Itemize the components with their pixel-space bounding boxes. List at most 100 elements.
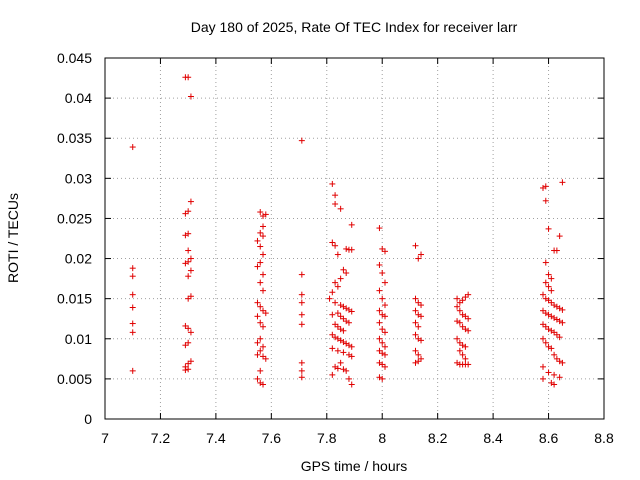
data-point	[348, 246, 355, 253]
data-point	[462, 355, 469, 362]
x-tick-label: 7.8	[317, 430, 337, 446]
data-point	[340, 327, 347, 334]
data-point	[415, 351, 422, 358]
data-point	[381, 279, 388, 286]
x-axis-label: GPS time / hours	[301, 458, 408, 474]
data-point	[182, 342, 189, 349]
data-point	[298, 311, 305, 318]
data-point	[187, 198, 194, 205]
data-point	[379, 295, 386, 302]
data-point	[348, 381, 355, 388]
data-point	[129, 265, 136, 272]
x-tick-label: 7	[101, 430, 109, 446]
data-point	[559, 319, 566, 326]
data-point	[545, 369, 552, 376]
data-point	[418, 337, 425, 344]
data-point	[465, 315, 472, 322]
data-point	[542, 339, 549, 346]
y-tick-label: 0.045	[57, 50, 92, 66]
data-point	[337, 359, 344, 366]
y-axis-label: ROTI / TECUs	[5, 193, 21, 283]
data-point	[254, 351, 261, 358]
data-point	[340, 266, 347, 273]
data-point	[329, 371, 336, 378]
data-point	[260, 251, 267, 258]
data-point	[381, 248, 388, 255]
data-point	[412, 295, 419, 302]
x-tick-label: 7.6	[262, 430, 282, 446]
data-point	[454, 295, 461, 302]
data-point	[332, 192, 339, 199]
y-tick-label: 0	[84, 411, 92, 427]
data-point	[348, 343, 355, 350]
data-points	[129, 74, 566, 388]
data-point	[456, 347, 463, 354]
data-point	[376, 307, 383, 314]
data-point	[454, 303, 461, 310]
y-tick-label: 0.005	[57, 371, 92, 387]
data-point	[381, 363, 388, 370]
data-point	[182, 210, 189, 217]
data-point	[185, 295, 192, 302]
data-point	[257, 243, 264, 250]
data-point	[548, 287, 555, 294]
data-point	[376, 287, 383, 294]
data-point	[326, 295, 333, 302]
data-point	[376, 319, 383, 326]
data-point	[182, 232, 189, 239]
data-point	[542, 279, 549, 286]
data-point	[329, 289, 336, 296]
data-point	[456, 319, 463, 326]
data-point	[298, 137, 305, 144]
data-point	[454, 335, 461, 342]
data-point	[332, 279, 339, 286]
data-point	[257, 335, 264, 342]
data-point	[376, 335, 383, 342]
data-point	[345, 319, 352, 326]
data-point	[129, 329, 136, 336]
data-point	[559, 359, 566, 366]
axis-ticks	[104, 57, 605, 420]
data-point	[412, 347, 419, 354]
data-point	[465, 327, 472, 334]
data-point	[257, 279, 264, 286]
data-point	[559, 179, 566, 186]
data-point	[540, 335, 547, 342]
y-tick-label: 0.04	[65, 90, 92, 106]
data-point	[343, 245, 350, 252]
data-point	[332, 299, 339, 306]
data-point	[129, 291, 136, 298]
x-tick-label: 7.2	[151, 430, 171, 446]
data-point	[257, 303, 264, 310]
data-point	[257, 347, 264, 354]
data-point	[545, 283, 552, 290]
data-point	[262, 355, 269, 362]
data-point	[465, 291, 472, 298]
data-point	[334, 310, 341, 317]
data-point	[551, 371, 558, 378]
data-point	[187, 329, 194, 336]
data-point	[254, 339, 261, 346]
data-point	[129, 144, 136, 151]
data-point	[260, 287, 267, 294]
data-point	[412, 307, 419, 314]
data-point	[185, 325, 192, 332]
data-point	[329, 311, 336, 318]
data-point	[298, 299, 305, 306]
data-point	[260, 381, 267, 388]
data-point	[376, 261, 383, 268]
plot-frame	[104, 57, 605, 420]
x-tick-labels: 7 7.2 7.4 7.6 7.8 8 8.2 8.4 8.6 8.8	[101, 430, 614, 446]
data-point	[129, 273, 136, 280]
data-point	[542, 183, 549, 190]
y-tick-label: 0.025	[57, 210, 92, 226]
data-point	[542, 259, 549, 266]
data-point	[548, 345, 555, 352]
data-point	[542, 197, 549, 204]
data-point	[298, 271, 305, 278]
data-point	[343, 269, 350, 276]
data-point	[545, 225, 552, 232]
data-point	[556, 374, 563, 381]
data-point	[415, 323, 422, 330]
data-point	[551, 351, 558, 358]
